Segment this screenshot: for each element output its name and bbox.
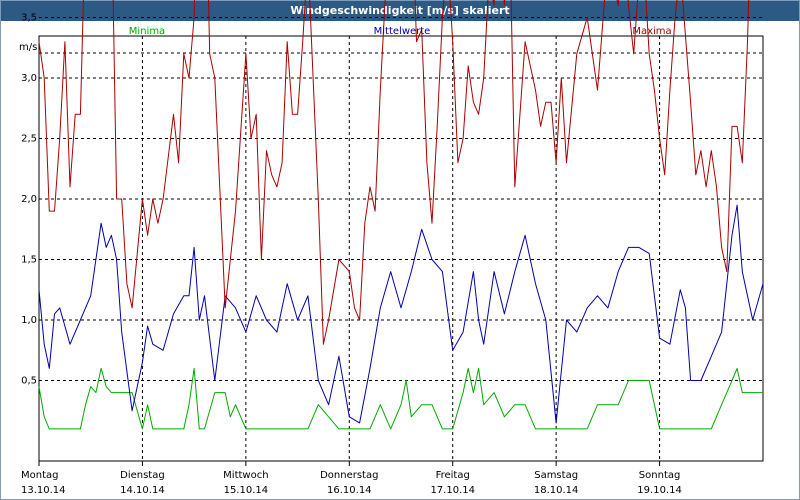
x-tick-day: Freitag	[436, 470, 470, 481]
y-tick-label: 2,5	[21, 134, 37, 145]
series-line-minima	[38, 367, 763, 430]
legend-entry-mittelwerte: Mittelwerte	[374, 26, 431, 37]
x-tick-date: 15.10.14	[224, 485, 269, 496]
x-tick-day: Samstag	[534, 470, 578, 481]
x-tick-date: 13.10.14	[21, 485, 66, 496]
legend: Minima Mittelwerte Maxima	[129, 26, 672, 37]
y-tick-label: 2,0	[21, 194, 37, 205]
x-tick-date: 18.10.14	[534, 485, 579, 496]
series-line-mittelwerte	[38, 204, 764, 424]
series-lines	[38, 0, 764, 430]
x-tick-date: 14.10.14	[120, 485, 165, 496]
legend-entry-minima: Minima	[129, 26, 165, 37]
series-line-maxima	[38, 0, 750, 345]
y-axis-label: m/s	[19, 42, 37, 53]
chart-title: Windgeschwindigkeit [m/s] skaliert	[1, 1, 799, 21]
x-tick-day: Dienstag	[120, 470, 165, 481]
x-tick-day: Sonntag	[639, 470, 681, 481]
x-tick-day: Mittwoch	[223, 470, 268, 481]
x-tick-day: Donnerstag	[320, 470, 378, 481]
y-tick-label: 0,5	[21, 376, 37, 387]
y-tick-label: 3,0	[21, 73, 37, 84]
y-tick-label: 1,0	[21, 315, 37, 326]
y-axis: 0,51,01,52,02,53,03,54,04,55,05,56,0	[21, 13, 37, 387]
x-tick-date: 16.10.14	[327, 485, 372, 496]
chart-grid	[39, 17, 763, 461]
x-tick-date: 17.10.14	[430, 485, 475, 496]
legend-entry-maxima: Maxima	[632, 26, 671, 37]
x-tick-day: Montag	[21, 470, 58, 481]
x-axis: Montag 13.10.14 Dienstag 14.10.14 Mittwoch 15…	[21, 461, 682, 496]
y-tick-label: 3,5	[21, 13, 37, 24]
plot-frame	[38, 35, 764, 462]
x-tick-date: 19.10.14	[637, 485, 682, 496]
y-tick-label: 1,5	[21, 255, 37, 266]
